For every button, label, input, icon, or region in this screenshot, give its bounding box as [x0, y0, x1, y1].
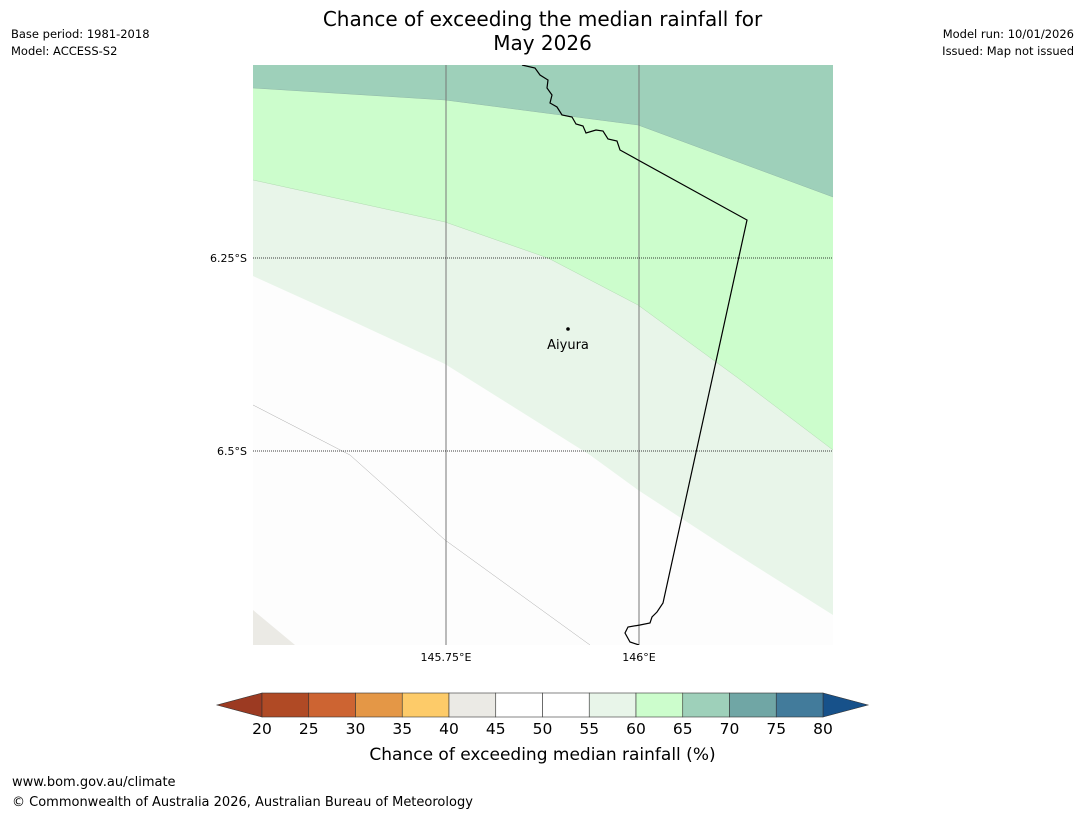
map-title: Chance of exceeding the median rainfall …: [0, 7, 1085, 55]
colorbar-tick-label: 65: [672, 720, 693, 738]
colorbar-tick-label: 40: [439, 720, 459, 738]
title-line-2: May 2026: [493, 31, 592, 55]
colorbar-tick-label: 55: [579, 720, 600, 738]
border-line: [521, 65, 748, 645]
region-65-70: [253, 65, 833, 197]
contour-line-2: [253, 87, 833, 198]
colorbar-segment: [775, 692, 824, 718]
lon-label-145-75: 145.75°E: [421, 651, 472, 664]
aiyura-marker: [566, 327, 570, 331]
colorbar-segment: [355, 692, 403, 718]
model-name: Model: ACCESS-S2: [11, 44, 118, 58]
lat-label-6-25: 6.25°S: [210, 252, 247, 265]
footer-url[interactable]: www.bom.gov.au/climate: [12, 775, 176, 790]
colorbar-tick-label: 20: [252, 720, 272, 738]
title-line-1: Chance of exceeding the median rainfall …: [322, 7, 763, 31]
colorbar-segment: [308, 692, 356, 718]
model-run: Model run: 10/01/2026: [942, 27, 1074, 41]
base-period: Base period: 1981-2018: [11, 27, 150, 41]
colorbar-segment: [682, 692, 730, 718]
footer-copyright: © Commonwealth of Australia 2026, Austra…: [12, 795, 473, 810]
region-55-60: [253, 180, 833, 615]
region-60-65: [253, 88, 833, 450]
issued-status: Issued: Map not issued: [942, 44, 1074, 58]
colorbar-under-arrow: [215, 692, 263, 718]
colorbar: [215, 692, 870, 718]
colorbar-tick-label: 30: [345, 720, 366, 738]
colorbar-segment: [261, 692, 310, 718]
colorbar-over-arrow: [822, 692, 870, 718]
colorbar-tick-label: 35: [392, 720, 413, 738]
map-area: [253, 65, 833, 645]
colorbar-tick-label: 25: [298, 720, 319, 738]
colorbar-segment: [588, 692, 637, 718]
lon-label-146: 146°E: [622, 651, 655, 664]
colorbar-tick-label: 80: [813, 720, 833, 738]
info-right: Model run: 10/01/2026 Issued: Map not is…: [942, 26, 1074, 60]
colorbar-segment: [448, 692, 497, 718]
colorbar-tick-label: 60: [626, 720, 646, 738]
colorbar-title: Chance of exceeding median rainfall (%): [369, 745, 716, 765]
info-left: Base period: 1981-2018 Model: ACCESS-S2: [11, 26, 150, 60]
colorbar-segment: [542, 692, 590, 718]
colorbar-tick-label: 75: [766, 720, 787, 738]
colorbar-tick-label: 45: [485, 720, 506, 738]
colorbar-segment: [401, 692, 450, 718]
colorbar-segment: [495, 692, 543, 718]
aiyura-label: Aiyura: [547, 338, 589, 353]
contour-line-3: [253, 179, 833, 451]
colorbar-tick-label: 70: [719, 720, 740, 738]
colorbar-tick-label: 50: [532, 720, 553, 738]
colorbar-segment: [729, 692, 777, 718]
region-40-45: [253, 610, 295, 645]
colorbar-segment: [635, 692, 684, 718]
lat-label-6-5: 6.5°S: [217, 445, 247, 458]
contour-line-1: [253, 404, 591, 645]
